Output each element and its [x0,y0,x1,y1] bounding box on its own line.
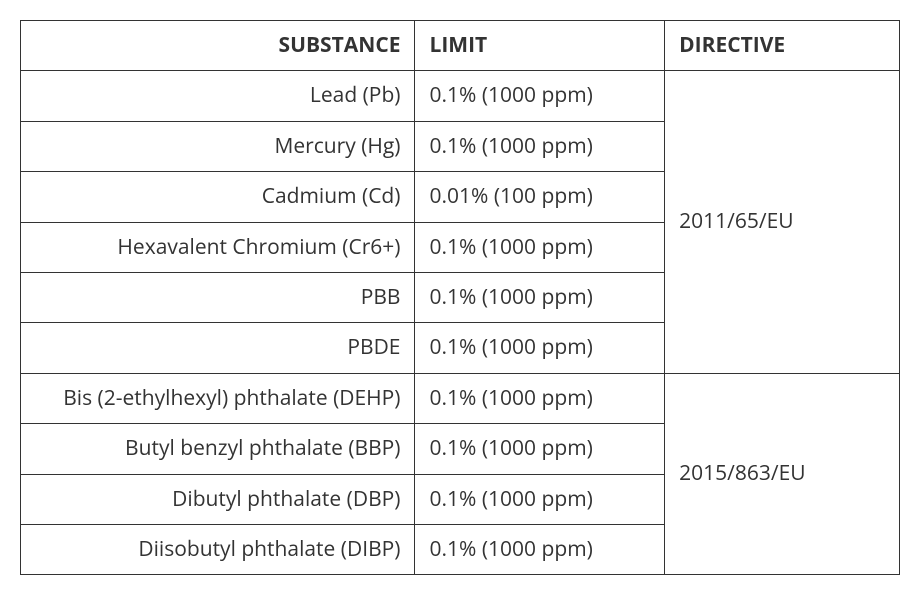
table-row: Lead (Pb) 0.1% (1000 ppm) 2011/65/EU [21,71,900,121]
cell-limit: 0.1% (1000 ppm) [415,121,665,171]
cell-substance: Dibutyl phthalate (DBP) [21,474,415,524]
cell-substance: Lead (Pb) [21,71,415,121]
table-row: Bis (2-ethylhexyl) phthalate (DEHP) 0.1%… [21,373,900,423]
cell-limit: 0.1% (1000 ppm) [415,71,665,121]
cell-limit: 0.1% (1000 ppm) [415,323,665,373]
cell-substance: Diisobutyl phthalate (DIBP) [21,524,415,574]
cell-substance: PBDE [21,323,415,373]
cell-limit: 0.1% (1000 ppm) [415,474,665,524]
cell-limit: 0.1% (1000 ppm) [415,373,665,423]
cell-substance: Bis (2-ethylhexyl) phthalate (DEHP) [21,373,415,423]
table-header-row: SUBSTANCE LIMIT DIRECTIVE [21,21,900,71]
cell-substance: Cadmium (Cd) [21,172,415,222]
cell-directive: 2011/65/EU [665,71,900,373]
cell-substance: Mercury (Hg) [21,121,415,171]
cell-directive: 2015/863/EU [665,373,900,575]
substance-limits-table: SUBSTANCE LIMIT DIRECTIVE Lead (Pb) 0.1%… [20,20,900,575]
cell-substance: Butyl benzyl phthalate (BBP) [21,424,415,474]
col-header-limit: LIMIT [415,21,665,71]
col-header-substance: SUBSTANCE [21,21,415,71]
cell-limit: 0.01% (100 ppm) [415,172,665,222]
cell-limit: 0.1% (1000 ppm) [415,222,665,272]
cell-substance: Hexavalent Chromium (Cr6+) [21,222,415,272]
col-header-directive: DIRECTIVE [665,21,900,71]
cell-limit: 0.1% (1000 ppm) [415,524,665,574]
cell-limit: 0.1% (1000 ppm) [415,272,665,322]
cell-substance: PBB [21,272,415,322]
cell-limit: 0.1% (1000 ppm) [415,424,665,474]
